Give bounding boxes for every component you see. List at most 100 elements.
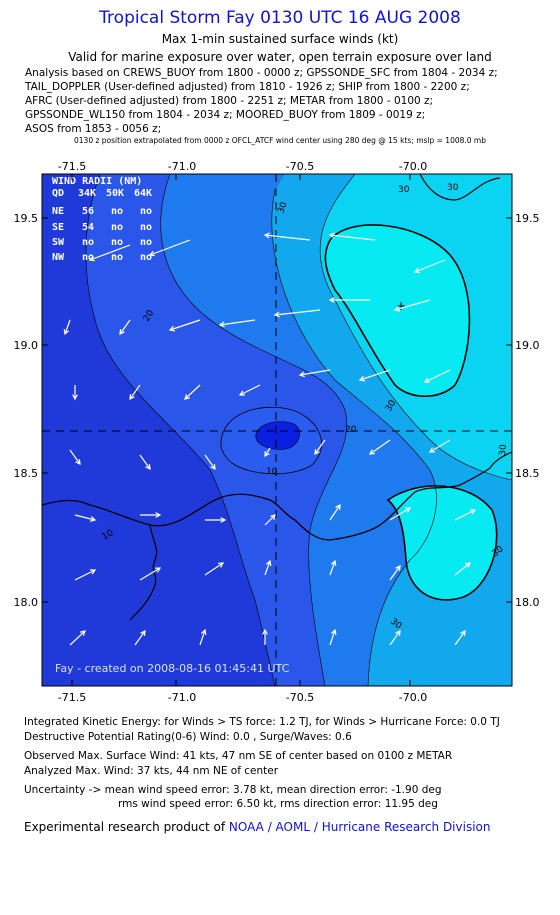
wind-arrow <box>264 234 311 241</box>
wind-arrow <box>129 384 141 400</box>
wind-arrow-head <box>140 629 146 637</box>
wind-max-contour-south <box>386 485 498 601</box>
wind-arrow-head <box>217 562 225 568</box>
lat-tick-label: 18.0 <box>515 596 540 609</box>
wind-arrow <box>454 630 466 646</box>
wind-arrow-head <box>314 448 320 456</box>
map-subtitle: Max 1-min sustained surface winds (kt) <box>161 32 399 46</box>
lon-labels-top: -71.5 -71.0 -70.5 -70.0 <box>58 160 427 173</box>
wind-arrow-head <box>273 311 280 318</box>
wind-arrow <box>389 565 401 581</box>
lon-tick-label: -70.5 <box>286 691 314 704</box>
wind-arrow-head <box>154 567 162 573</box>
wind-arrow-head <box>80 630 86 636</box>
wind-map-svg: 20 30 30 30 30 30 30 20 10 10 30 + WIND … <box>14 160 540 704</box>
wind-arrow <box>139 567 161 581</box>
wind-arrow <box>239 384 261 396</box>
wind-radii-table: WIND RADII (NM) QD 34K 50K 64K NE 56 no no SE 5… <box>52 176 152 263</box>
lat-tick-label: 18.5 <box>515 467 540 480</box>
lon-tick-label: -71.0 <box>168 691 196 704</box>
wind-arrow <box>69 630 86 646</box>
wind-arrow <box>219 319 256 326</box>
wind-arrow-head <box>358 375 366 382</box>
contour-label: 30 <box>398 185 410 195</box>
wind-arrow <box>329 629 336 646</box>
map-subtitle-exposure: Valid for marine exposure over water, op… <box>68 50 492 64</box>
wind-arrow <box>134 630 146 646</box>
wind-radii-header: QD 34K 50K 64K <box>52 188 152 199</box>
wind-arrow <box>149 239 191 256</box>
wind-arrow <box>64 319 71 335</box>
wind-arrow <box>429 439 451 453</box>
wind-arrow-head <box>89 569 97 575</box>
wind-arrow-head <box>119 328 125 336</box>
wind-arrow-head <box>90 516 97 522</box>
wind-arrow <box>69 449 81 465</box>
wind-arrow <box>89 244 131 261</box>
wind-arrow-head <box>464 562 471 568</box>
lon-tick-label: -71.5 <box>58 160 86 173</box>
wind-arrow-head <box>210 463 216 471</box>
uncertainty-rms-line: rms wind speed error: 6.50 kt, rms direc… <box>118 798 438 810</box>
analyzed-max-line: Analyzed Max. Wind: 37 kts, 44 nm NE of … <box>24 765 279 777</box>
wind-arrow <box>454 509 476 521</box>
analysis-line: ASOS from 1853 - 0056 z; <box>25 123 162 135</box>
wind-arrow-head <box>393 306 401 312</box>
dpr-line: Destructive Potential Rating(0-6) Wind: … <box>24 731 352 743</box>
wind-arrow-head <box>145 463 151 471</box>
wind-arrow-head <box>270 514 276 520</box>
axis-ticks <box>42 174 512 686</box>
coastline-northeast <box>419 174 501 201</box>
wind-arrow <box>314 439 326 455</box>
position-note: 0130 z position extrapolated from 0000 z… <box>74 136 486 145</box>
wind-arrow-head <box>368 449 376 455</box>
wind-arrow-head <box>75 458 81 466</box>
wind-arrow-head <box>262 628 268 635</box>
lon-tick-label: -70.0 <box>399 160 427 173</box>
wind-radii-title: WIND RADII (NM) <box>52 176 142 187</box>
lon-tick-label: -70.0 <box>399 691 427 704</box>
hrd-link[interactable]: NOAA / AOML / Hurricane Research Divisio… <box>228 820 491 834</box>
wind-arrow <box>264 514 276 526</box>
wind-vectors <box>63 232 477 646</box>
lon-labels-bottom: -71.5 -71.0 -70.5 -70.0 <box>58 691 427 704</box>
lat-tick-label: 19.5 <box>14 212 39 225</box>
wind-arrow-head <box>330 628 337 636</box>
contour-30kt <box>271 189 437 686</box>
wind-arrow-head <box>220 517 227 523</box>
contour-30kt-inner <box>319 174 512 481</box>
credit-prefix: Experimental research product of <box>24 820 229 834</box>
wind-arrow <box>369 439 391 455</box>
wind-map: 20 30 30 30 30 30 30 20 10 10 30 + WIND … <box>0 150 560 710</box>
wind-arrow-head <box>218 321 225 328</box>
wind-arrow <box>264 560 271 576</box>
observed-max-line: Observed Max. Surface Wind: 41 kts, 47 n… <box>24 750 453 762</box>
wind-radii-row-sw: SW no no no <box>52 237 152 248</box>
wind-arrow <box>329 504 341 521</box>
lon-tick-label: -70.5 <box>286 160 314 173</box>
lat-tick-label: 18.0 <box>14 596 39 609</box>
map-credit: Fay - created on 2008-08-16 01:45:41 UTC <box>55 662 290 675</box>
wind-arrow <box>329 234 376 241</box>
wind-arrow-head <box>395 629 401 637</box>
plot-frame <box>41 173 513 687</box>
storm-core <box>255 421 300 450</box>
center-marker: + <box>396 299 406 313</box>
coastline-southwest <box>129 524 158 621</box>
wind-radii-row-ne: NE 56 no no <box>52 206 152 217</box>
wind-arrow <box>359 369 391 381</box>
wind-arrow-head <box>330 559 337 567</box>
wind-arrow-head <box>263 232 270 239</box>
wind-arrow-head <box>395 564 401 572</box>
wind-arrow <box>74 514 96 521</box>
wind-arrow-head <box>335 503 341 511</box>
wind-arrow-head <box>168 325 176 332</box>
wind-arrow-head <box>148 250 156 257</box>
wind-arrow <box>424 369 451 383</box>
wind-arrow-head <box>88 255 96 262</box>
analysis-line: Analysis based on CREWS_BUOY from 1800 -… <box>25 67 498 79</box>
contour-label: 20 <box>345 425 357 435</box>
wind-arrow-head <box>298 371 305 378</box>
wind-arrow-head <box>72 394 78 401</box>
lat-tick-label: 18.5 <box>14 467 39 480</box>
